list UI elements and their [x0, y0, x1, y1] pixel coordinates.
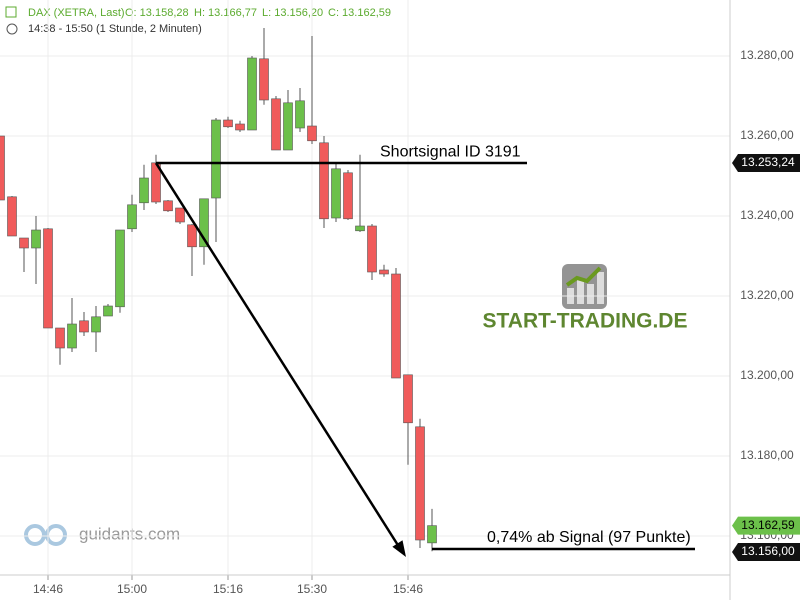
candle-body: [223, 119, 233, 128]
arrow-head: [392, 540, 406, 557]
price-tag-label: 13.253,24: [741, 155, 795, 169]
x-tick-label: 14:46: [33, 582, 63, 596]
x-tick-label: 15:00: [117, 582, 147, 596]
candle-body: [343, 172, 353, 220]
candle-body: [67, 323, 77, 349]
candle-body: [235, 123, 245, 131]
candle-body: [0, 135, 5, 201]
candle-body: [307, 125, 317, 142]
candle-body: [127, 204, 137, 230]
candle-body: [139, 177, 149, 204]
candle-body: [391, 273, 401, 379]
y-tick-label: 13.220,00: [740, 288, 794, 302]
candle-body: [187, 224, 197, 248]
watermark-logo: [562, 264, 607, 309]
y-tick-label: 13.260,00: [740, 128, 794, 142]
header-item: DAX (XETRA, Last): [28, 7, 125, 19]
header-item: C: 13.162,59: [328, 7, 391, 19]
duration-label: (1 Stunde, 2 Minuten): [96, 23, 202, 35]
candle-body: [379, 269, 389, 275]
candle-body: [355, 225, 365, 232]
candle-body: [19, 237, 29, 249]
candle-body: [427, 525, 437, 544]
header-item: O: 13.158,28: [125, 7, 189, 19]
candle-body: [163, 200, 173, 212]
candle-body: [43, 228, 53, 329]
candle-body: [367, 225, 377, 273]
candle-body: [271, 98, 281, 151]
x-tick-label: 15:30: [297, 582, 327, 596]
brand-logo: [24, 524, 67, 546]
header-item: H: 13.166,77: [194, 7, 257, 19]
price-tag-label: 13.156,00: [741, 544, 795, 558]
signal-text: Shortsignal ID 3191: [380, 143, 521, 160]
y-tick-label: 13.280,00: [740, 48, 794, 62]
candle-body: [259, 58, 269, 101]
range-label: 14:38 - 15:50: [28, 23, 93, 35]
candle-body: [211, 119, 221, 199]
watermark: START-TRADING.DE: [483, 310, 688, 333]
y-tick-label: 13.240,00: [740, 208, 794, 222]
candle-body: [295, 100, 305, 129]
candle-body: [247, 57, 257, 131]
price-tag: [732, 543, 800, 561]
candle-body: [115, 229, 125, 308]
candle-body: [331, 168, 341, 219]
candle-body: [319, 142, 329, 220]
result-text: 0,74% ab Signal (97 Punkte): [487, 529, 691, 546]
candle-body: [283, 102, 293, 151]
clock-icon: [6, 23, 18, 35]
candle-body: [91, 316, 101, 333]
brand: guidants.com: [79, 524, 180, 543]
candle-body: [79, 320, 89, 333]
price-tag: [732, 154, 800, 173]
candle-body: [55, 327, 65, 349]
header-icon: [5, 6, 17, 18]
price-tag: [732, 516, 800, 535]
y-tick-label: 13.200,00: [740, 368, 794, 382]
candle-body: [415, 426, 425, 541]
arrow-line: [154, 162, 403, 551]
y-tick-label: 13.180,00: [740, 448, 794, 462]
candle-body: [7, 196, 17, 237]
candle-body: [199, 198, 209, 248]
candle-body: [103, 305, 113, 317]
candle-body: [31, 229, 41, 249]
candle-body: [175, 207, 185, 223]
candle-body: [403, 374, 413, 424]
x-tick-label: 15:16: [213, 582, 243, 596]
x-tick-label: 15:46: [393, 582, 423, 596]
price-tag-label: 13.162,59: [741, 518, 795, 532]
header-item: L: 13.156,20: [262, 7, 323, 19]
